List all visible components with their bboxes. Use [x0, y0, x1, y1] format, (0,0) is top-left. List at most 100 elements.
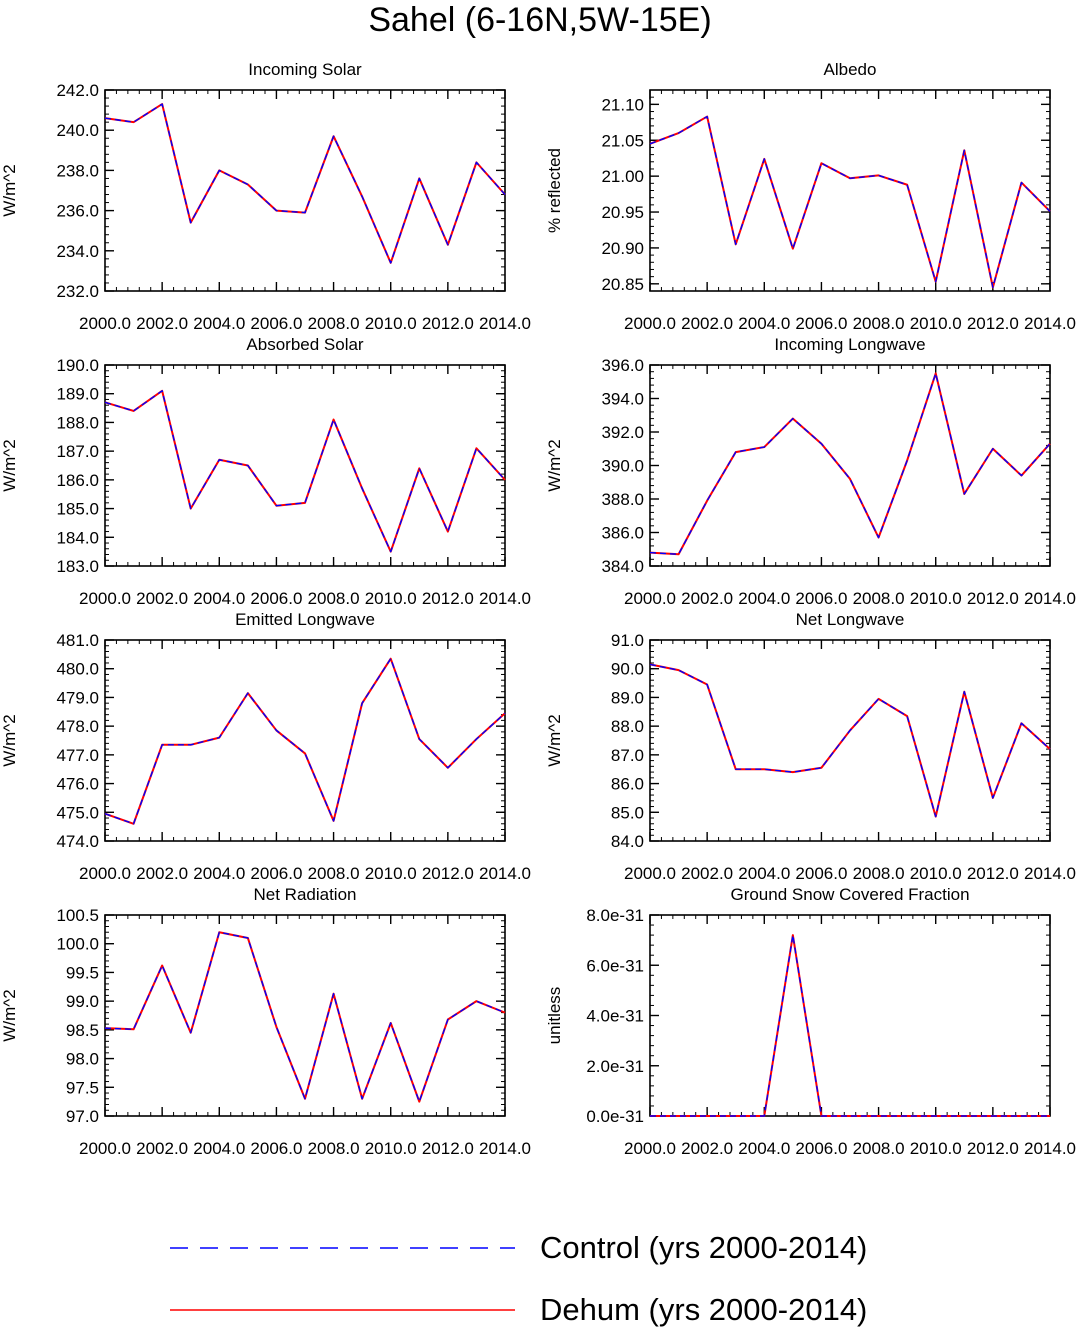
x-tick-label: 2008.0 — [308, 1139, 360, 1158]
chart-panel-4: Incoming Longwave W/m^2 384.0 386.0 388.0 390… — [545, 335, 1076, 608]
y-tick-label: 474.0 — [56, 832, 99, 851]
y-tick-label: 91.0 — [611, 631, 644, 650]
y-tick-label: 238.0 — [56, 161, 99, 180]
y-tick-label: 0.0e-31 — [586, 1107, 644, 1126]
panel-title: Incoming Solar — [248, 60, 362, 79]
x-tick-label: 2004.0 — [193, 864, 245, 883]
x-tick-label: 2000.0 — [624, 589, 676, 608]
panel-title: Absorbed Solar — [246, 335, 364, 354]
x-tick-label: 2010.0 — [910, 314, 962, 333]
x-tick-label: 2008.0 — [853, 864, 905, 883]
series-line-dehum — [104, 931, 506, 1103]
x-tick-label: 2006.0 — [795, 589, 847, 608]
x-tick-label: 2006.0 — [250, 314, 302, 333]
x-tick-label: 2010.0 — [365, 1139, 417, 1158]
x-tick-label: 2004.0 — [193, 589, 245, 608]
x-tick-label: 2002.0 — [681, 1139, 733, 1158]
y-tick-label: 21.00 — [601, 167, 644, 186]
y-tick-label: 396.0 — [601, 356, 644, 375]
series-line-control — [104, 390, 506, 553]
y-tick-label: 187.0 — [56, 442, 99, 461]
x-tick-label: 2008.0 — [853, 314, 905, 333]
figure-title: Sahel (6-16N,5W-15E) — [368, 1, 712, 39]
plot-frame — [649, 639, 1051, 842]
x-tick-label: 2008.0 — [853, 589, 905, 608]
panel-title: Incoming Longwave — [774, 335, 925, 354]
x-tick-label: 2008.0 — [853, 1139, 905, 1158]
x-tick-label: 2008.0 — [308, 589, 360, 608]
x-tick-label: 2014.0 — [1024, 314, 1076, 333]
y-tick-label: 190.0 — [56, 356, 99, 375]
y-tick-label: 394.0 — [601, 390, 644, 409]
x-tick-label: 2014.0 — [479, 864, 531, 883]
x-tick-label: 2004.0 — [193, 314, 245, 333]
y-axis-label: W/m^2 — [0, 164, 19, 216]
y-tick-label: 388.0 — [601, 490, 644, 509]
panel-title: Emitted Longwave — [235, 610, 375, 629]
x-tick-label: 2012.0 — [967, 314, 1019, 333]
series-line-control — [650, 934, 1050, 1117]
chart-panel-8: Ground Snow Covered Fraction unitless 0.0e… — [545, 885, 1076, 1158]
x-tick-label: 2012.0 — [422, 314, 474, 333]
chart-panel-6: Net Longwave W/m^2 84.0 85.0 86.0 87.0 88.0 89.… — [545, 610, 1076, 883]
y-tick-label: 90.0 — [611, 660, 644, 679]
y-tick-label: 477.0 — [56, 746, 99, 765]
y-tick-label: 87.0 — [611, 746, 644, 765]
x-tick-label: 2000.0 — [624, 1139, 676, 1158]
series-line-control — [649, 372, 1051, 555]
x-tick-label: 2010.0 — [910, 864, 962, 883]
x-tick-label: 2000.0 — [79, 314, 131, 333]
y-tick-label: 21.10 — [601, 95, 644, 114]
y-tick-label: 86.0 — [611, 775, 644, 794]
x-tick-label: 2002.0 — [681, 589, 733, 608]
x-tick-label: 2006.0 — [250, 1139, 302, 1158]
plot-frame — [649, 914, 1051, 1117]
y-tick-label: 98.0 — [66, 1050, 99, 1069]
series-line-dehum — [104, 657, 506, 825]
x-tick-label: 2002.0 — [136, 864, 188, 883]
y-axis-label: W/m^2 — [545, 714, 564, 766]
y-tick-label: 189.0 — [56, 385, 99, 404]
y-tick-label: 236.0 — [56, 202, 99, 221]
y-tick-label: 97.0 — [66, 1107, 99, 1126]
y-tick-label: 234.0 — [56, 242, 99, 261]
legend-label-dehum: Dehum (yrs 2000-2014) — [540, 1292, 868, 1327]
y-tick-label: 2.0e-31 — [586, 1057, 644, 1076]
y-tick-label: 479.0 — [56, 688, 99, 707]
legend-swatches — [170, 1247, 515, 1311]
y-axis-label: unitless — [545, 987, 564, 1045]
series-line-dehum — [649, 115, 1051, 289]
series-line-dehum — [649, 663, 1051, 818]
x-tick-label: 2010.0 — [910, 589, 962, 608]
y-tick-label: 99.5 — [66, 963, 99, 982]
y-tick-label: 390.0 — [601, 457, 644, 476]
x-tick-label: 2004.0 — [738, 1139, 790, 1158]
y-tick-label: 185.0 — [56, 500, 99, 519]
series-line-control — [104, 931, 506, 1103]
y-tick-label: 242.0 — [56, 81, 99, 100]
chart-panel-1: Incoming Solar W/m^2 232.0 234.0 236.0 238.0 2… — [0, 60, 531, 333]
y-axis-label: W/m^2 — [0, 714, 19, 766]
x-tick-label: 2000.0 — [624, 864, 676, 883]
chart-panel-5: Emitted Longwave W/m^2 474.0 475.0 476.0 477.… — [0, 610, 531, 883]
series-line-dehum — [649, 372, 1051, 556]
series-line-control — [104, 103, 506, 264]
x-tick-label: 2004.0 — [738, 864, 790, 883]
x-tick-label: 2014.0 — [1024, 1139, 1076, 1158]
x-tick-label: 2008.0 — [308, 314, 360, 333]
x-tick-label: 2002.0 — [681, 864, 733, 883]
plot-frame — [649, 89, 1051, 292]
y-axis-label: % reflected — [545, 148, 564, 233]
y-tick-label: 100.5 — [56, 906, 99, 925]
panel-title: Albedo — [824, 60, 877, 79]
panel-title: Net Radiation — [253, 885, 356, 904]
x-tick-label: 2000.0 — [79, 1139, 131, 1158]
x-tick-label: 2012.0 — [967, 864, 1019, 883]
y-tick-label: 89.0 — [611, 688, 644, 707]
y-tick-label: 88.0 — [611, 717, 644, 736]
series-line-control — [104, 657, 506, 825]
chart-panel-3: Absorbed Solar W/m^2 183.0 184.0 185.0 186.0 1… — [0, 335, 531, 608]
y-tick-label: 392.0 — [601, 423, 644, 442]
x-tick-label: 2010.0 — [910, 1139, 962, 1158]
x-tick-label: 2010.0 — [365, 314, 417, 333]
